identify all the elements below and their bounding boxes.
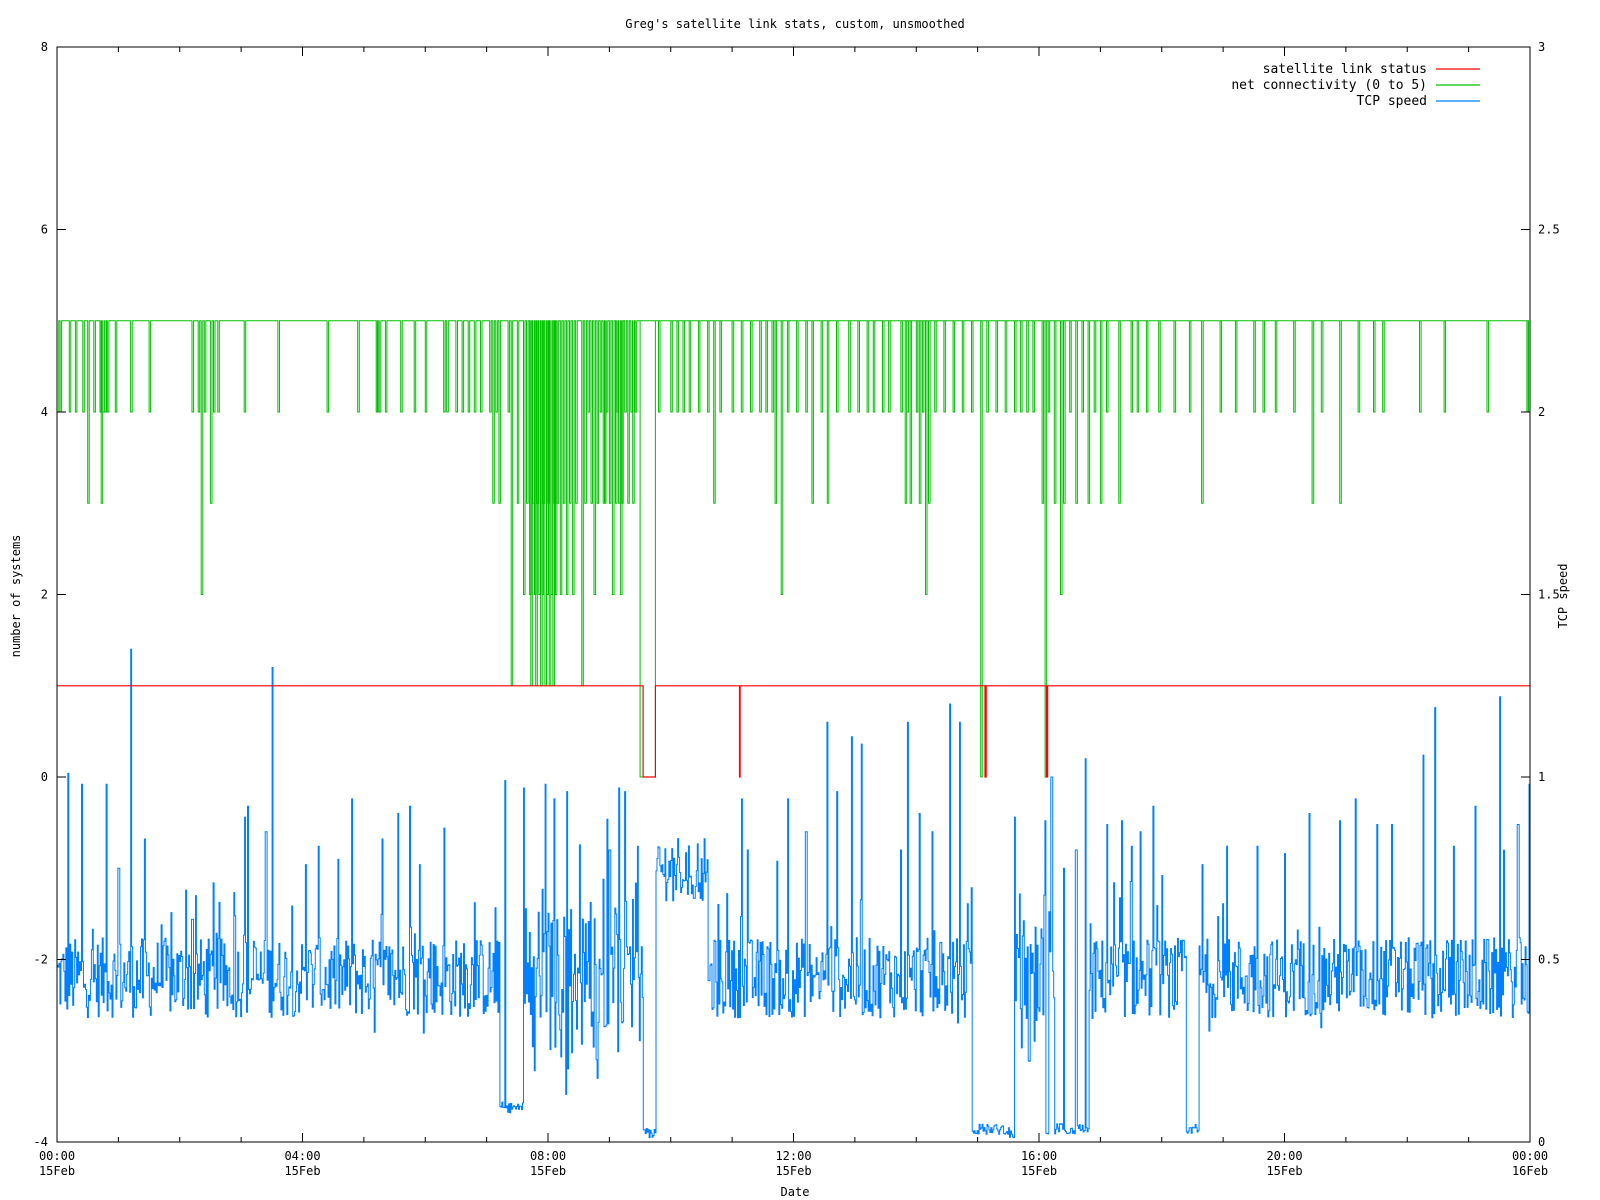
y2-tick-label: 3	[1538, 40, 1545, 54]
legend-label: net connectivity (0 to 5)	[1231, 78, 1427, 93]
x-tick-label-time: 08:00	[530, 1149, 566, 1163]
x-tick-label-time: 16:00	[1021, 1149, 1057, 1163]
legend-label: TCP speed	[1357, 94, 1427, 109]
y2-tick-label: 1	[1538, 770, 1545, 784]
series-layer	[57, 320, 1531, 1139]
x-tick-label-time: 04:00	[284, 1149, 320, 1163]
chart-title: Greg's satellite link stats, custom, uns…	[625, 17, 965, 31]
y2-tick-label: 0.5	[1538, 953, 1560, 967]
y-tick-label: -4	[34, 1135, 48, 1149]
legend-label: satellite link status	[1263, 62, 1427, 77]
x-tick-label-date: 15Feb	[1021, 1164, 1057, 1178]
y-tick-label: 2	[41, 588, 48, 602]
y2-tick-label: 0	[1538, 1135, 1545, 1149]
satellite-link-status-line	[57, 685, 1530, 778]
x-tick-label-date: 16Feb	[1512, 1164, 1548, 1178]
x-tick-label-time: 12:00	[775, 1149, 811, 1163]
y-axis-label: number of systems	[9, 535, 23, 658]
x-tick-label-time: 00:00	[1512, 1149, 1548, 1163]
x-tick-label-date: 15Feb	[530, 1164, 566, 1178]
net-connectivity-line	[57, 320, 1530, 778]
x-tick-label-date: 15Feb	[284, 1164, 320, 1178]
x-tick-label-date: 15Feb	[39, 1164, 75, 1178]
y-tick-label: 4	[41, 405, 48, 419]
y-tick-label: 8	[41, 40, 48, 54]
y2-tick-label: 2.5	[1538, 223, 1560, 237]
y2-axis-label: TCP speed	[1556, 563, 1570, 628]
x-tick-label-time: 00:00	[39, 1149, 75, 1163]
x-tick-label-time: 20:00	[1266, 1149, 1302, 1163]
axes-layer: -4-20246800.511.522.5300:0015Feb04:0015F…	[34, 40, 1560, 1178]
y-tick-label: -2	[34, 953, 48, 967]
y-tick-label: 6	[41, 223, 48, 237]
y-tick-label: 0	[41, 770, 48, 784]
y2-tick-label: 2	[1538, 405, 1545, 419]
x-axis-label: Date	[781, 1185, 810, 1199]
x-tick-label-date: 15Feb	[775, 1164, 811, 1178]
tcp-speed-line	[57, 648, 1531, 1139]
y2-tick-label: 1.5	[1538, 588, 1560, 602]
x-tick-label-date: 15Feb	[1266, 1164, 1302, 1178]
